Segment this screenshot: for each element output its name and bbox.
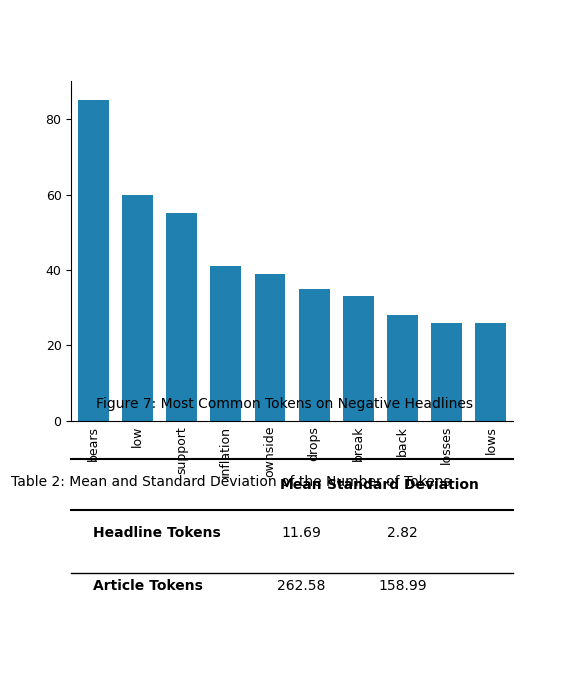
- Text: 158.99: 158.99: [378, 580, 427, 593]
- Text: 11.69: 11.69: [281, 526, 321, 540]
- Text: Figure 7: Most Common Tokens on Negative Headlines: Figure 7: Most Common Tokens on Negative…: [96, 397, 474, 411]
- Text: Table 2: Mean and Standard Deviation of the Number of Tokens: Table 2: Mean and Standard Deviation of …: [11, 475, 451, 489]
- Text: 2.82: 2.82: [387, 526, 418, 540]
- Bar: [431, 323, 462, 421]
- Text: Headline Tokens: Headline Tokens: [93, 526, 221, 540]
- Bar: [78, 100, 109, 421]
- Text: Standard Deviation: Standard Deviation: [327, 477, 478, 492]
- Text: 262.58: 262.58: [277, 580, 325, 593]
- Text: Article Tokens: Article Tokens: [93, 580, 203, 593]
- Bar: [255, 274, 286, 421]
- Text: Mean: Mean: [280, 477, 322, 492]
- Bar: [475, 323, 506, 421]
- Bar: [166, 214, 197, 421]
- Bar: [122, 195, 153, 421]
- Bar: [387, 315, 418, 421]
- Bar: [210, 266, 241, 421]
- Bar: [299, 289, 329, 421]
- Bar: [343, 296, 374, 421]
